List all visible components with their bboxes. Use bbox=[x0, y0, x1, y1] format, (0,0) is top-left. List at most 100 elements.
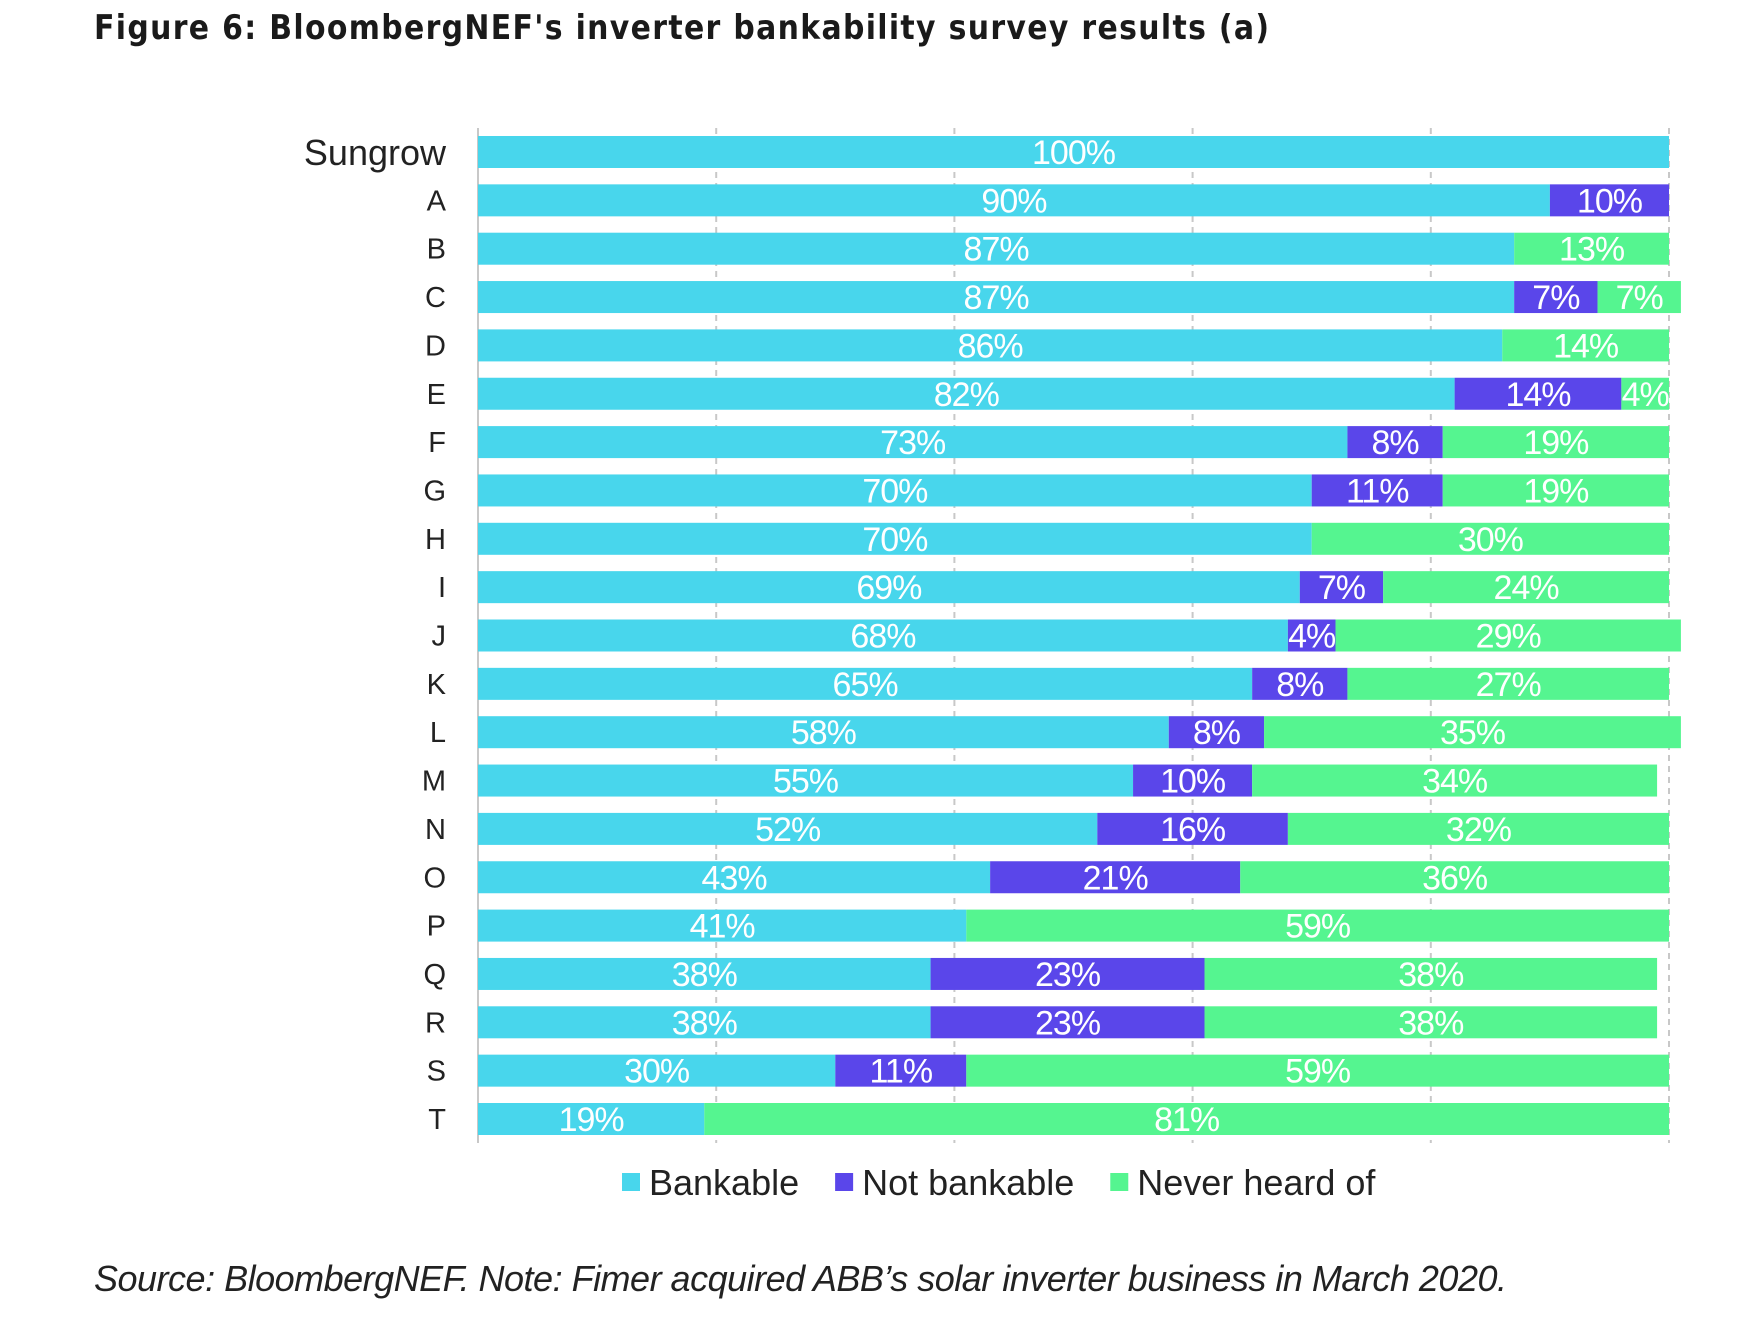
figure-title: Figure 6: BloombergNEF's inverter bankab… bbox=[94, 8, 1271, 48]
bar-segment bbox=[1514, 281, 1598, 314]
category-label: A bbox=[427, 185, 447, 217]
category-label: D bbox=[425, 330, 446, 362]
category-label: F bbox=[428, 427, 446, 459]
bar-segment bbox=[966, 909, 1669, 942]
bar-segment bbox=[1311, 474, 1443, 507]
bar-segment bbox=[478, 377, 1455, 410]
legend-swatch bbox=[835, 1173, 854, 1191]
bar-segment bbox=[478, 812, 1098, 845]
data-label: 11% bbox=[1346, 472, 1409, 510]
data-label: 14% bbox=[1505, 376, 1571, 414]
category-label: Sungrow bbox=[304, 132, 447, 173]
bar-segment bbox=[478, 571, 1300, 604]
data-label: 52% bbox=[755, 811, 821, 849]
bar-segment bbox=[478, 474, 1312, 507]
data-label: 81% bbox=[1154, 1101, 1220, 1139]
data-label: 70% bbox=[862, 521, 928, 559]
data-label: 38% bbox=[672, 956, 738, 994]
bar-segment bbox=[966, 1054, 1669, 1087]
bar-segment bbox=[478, 136, 1669, 168]
bar-segment bbox=[930, 957, 1205, 990]
category-label: O bbox=[423, 862, 446, 894]
bar-segment bbox=[478, 957, 931, 990]
bar-segment bbox=[1442, 474, 1669, 507]
data-label: 13% bbox=[1559, 231, 1625, 269]
bar-segment bbox=[478, 716, 1169, 749]
category-label: Q bbox=[423, 959, 446, 991]
bar-segment bbox=[835, 1054, 967, 1087]
bar-segment bbox=[1287, 619, 1336, 652]
data-label: 8% bbox=[1193, 714, 1241, 752]
data-label: 19% bbox=[559, 1101, 625, 1139]
data-label: 38% bbox=[1398, 1004, 1464, 1042]
bar-segment bbox=[478, 1103, 705, 1135]
bar-segment bbox=[478, 861, 991, 894]
data-label: 11% bbox=[870, 1053, 933, 1091]
data-label: 82% bbox=[934, 376, 1000, 414]
data-label: 90% bbox=[981, 182, 1047, 220]
data-label: 19% bbox=[1523, 424, 1589, 462]
category-label: C bbox=[425, 282, 446, 314]
bar-segment bbox=[478, 184, 1550, 217]
data-label: 8% bbox=[1371, 424, 1419, 462]
data-label: 41% bbox=[690, 908, 756, 946]
data-label: 30% bbox=[1458, 521, 1524, 559]
category-label: S bbox=[427, 1056, 446, 1088]
data-label: 10% bbox=[1160, 763, 1226, 801]
data-label: 86% bbox=[958, 327, 1024, 365]
legend-label: Bankable bbox=[649, 1162, 799, 1203]
bar-segment bbox=[478, 329, 1503, 362]
data-label: 38% bbox=[672, 1004, 738, 1042]
data-label: 87% bbox=[964, 279, 1030, 317]
data-label: 58% bbox=[791, 714, 857, 752]
data-label: 59% bbox=[1285, 908, 1351, 946]
bar-segment bbox=[1347, 667, 1669, 700]
data-label: 55% bbox=[773, 763, 839, 801]
bar-segment bbox=[478, 1006, 931, 1039]
bar-segment bbox=[1597, 281, 1681, 314]
bar-segment bbox=[1454, 377, 1622, 410]
category-label: I bbox=[438, 572, 446, 604]
bar-segment bbox=[478, 667, 1253, 700]
category-label: K bbox=[427, 669, 447, 701]
category-label: P bbox=[427, 911, 446, 943]
bar-segment bbox=[1133, 764, 1253, 797]
data-label: 14% bbox=[1553, 327, 1619, 365]
bar-segment bbox=[930, 1006, 1205, 1039]
bar-segment bbox=[1252, 764, 1658, 797]
bar-segment bbox=[1240, 861, 1669, 894]
bar-segment bbox=[1204, 1006, 1658, 1039]
bar-segment bbox=[1514, 232, 1669, 265]
data-label: 4% bbox=[1622, 376, 1670, 414]
category-label: G bbox=[423, 475, 446, 507]
category-label: M bbox=[422, 766, 446, 798]
data-label: 10% bbox=[1577, 182, 1643, 220]
data-label: 4% bbox=[1288, 618, 1336, 656]
bar-segment bbox=[478, 426, 1348, 459]
data-label: 68% bbox=[850, 618, 916, 656]
data-label: 29% bbox=[1476, 618, 1542, 656]
bar-segment bbox=[478, 619, 1288, 652]
bar-segment bbox=[478, 764, 1134, 797]
legend-swatch bbox=[622, 1173, 640, 1191]
bar-segment bbox=[1442, 426, 1669, 459]
category-label: J bbox=[432, 621, 447, 653]
data-label: 7% bbox=[1616, 279, 1664, 317]
source-note: Source: BloombergNEF. Note: Fimer acquir… bbox=[94, 1258, 1507, 1299]
data-label: 38% bbox=[1398, 956, 1464, 994]
bar-segment bbox=[1097, 812, 1288, 845]
data-label: 70% bbox=[862, 472, 928, 510]
bar-segment bbox=[1549, 184, 1669, 217]
bar-segment bbox=[1252, 667, 1348, 700]
data-label: 35% bbox=[1440, 714, 1506, 752]
data-label: 43% bbox=[702, 859, 768, 897]
bar-segment bbox=[1204, 957, 1658, 990]
bar-segment bbox=[1287, 812, 1669, 845]
bar-segment bbox=[478, 1054, 836, 1087]
bar-segment bbox=[704, 1103, 1669, 1135]
data-label: 69% bbox=[856, 569, 922, 607]
bar-segment bbox=[1347, 426, 1443, 459]
bar-segment bbox=[1335, 619, 1681, 652]
bar-segment bbox=[1311, 522, 1669, 555]
